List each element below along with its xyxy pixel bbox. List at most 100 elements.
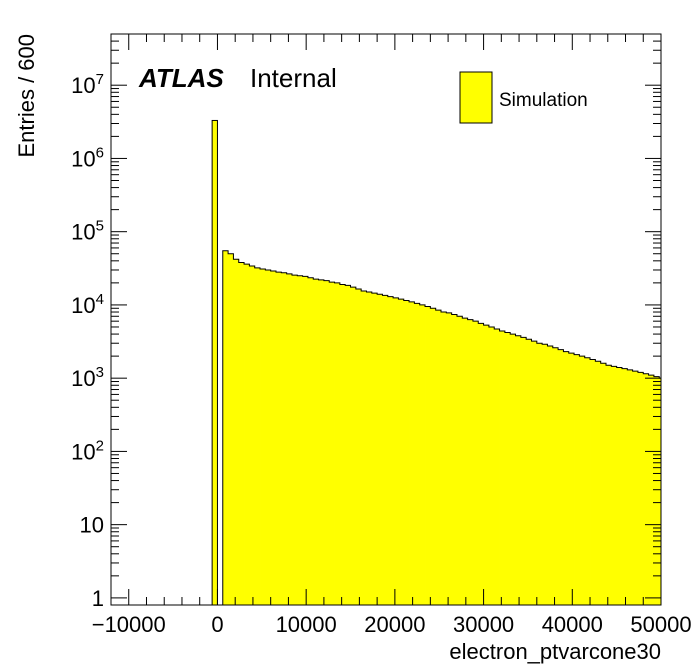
histogram-bar [536, 343, 543, 605]
histogram-bar [659, 378, 662, 605]
histogram-bar [590, 359, 596, 605]
histogram-bar [579, 356, 586, 605]
histogram-bar [558, 349, 564, 605]
histogram-bar [334, 282, 341, 605]
histogram-bar [606, 365, 612, 605]
axis-ticks [110, 33, 662, 605]
histogram-bar [451, 314, 458, 605]
histogram-bar [403, 300, 410, 605]
histogram-bar [595, 361, 602, 605]
histogram-bar [409, 301, 415, 605]
histogram-bar [281, 272, 288, 605]
histogram-bar [488, 326, 495, 605]
histogram-bar [643, 373, 649, 605]
histogram-bar [387, 296, 394, 605]
y-tick-label: 104 [71, 291, 104, 318]
histogram-bar [318, 279, 325, 605]
y-tick-label: 102 [71, 437, 104, 464]
histogram-bar [233, 259, 240, 605]
y-tick-label: 10 [80, 513, 104, 538]
histogram-bar [483, 325, 490, 605]
y-tick-label: 106 [71, 144, 104, 171]
histogram-bar [297, 275, 304, 605]
histogram-bar [494, 328, 500, 605]
histogram-bar [265, 269, 272, 605]
histogram-bar [441, 312, 447, 605]
histogram-bar [637, 372, 644, 605]
legend-entry-simulation: Simulation [499, 90, 588, 111]
histogram-bar-peak [211, 119, 218, 606]
y-tick-label: 103 [71, 364, 104, 391]
histogram-bar [510, 334, 516, 605]
legend-swatch [459, 71, 493, 124]
histogram-bar [238, 262, 245, 605]
y-tick-label: 107 [71, 71, 104, 98]
histogram-bar [355, 288, 362, 605]
histogram-bar [398, 299, 405, 605]
atlas-sublabel: Internal [250, 63, 337, 93]
x-tick-label: 0 [211, 612, 223, 637]
histogram-bar [542, 344, 548, 605]
histogram-bar [276, 272, 282, 605]
histogram-bar [627, 369, 634, 605]
histogram-bar [414, 303, 421, 605]
histogram-bar [302, 276, 309, 605]
histogram-bar [456, 316, 463, 605]
x-tick-label: 20000 [364, 612, 425, 637]
y-axis-title: Entries / 600 [14, 34, 39, 158]
y-tick-label: 1 [92, 586, 104, 611]
histogram-bar [462, 318, 469, 605]
histogram-bar [648, 375, 655, 605]
histogram-bar [552, 347, 559, 605]
histogram-bar [568, 353, 575, 605]
histogram-bar [499, 331, 506, 605]
histogram-bar [419, 304, 426, 605]
histogram-bars [211, 119, 662, 606]
histogram-bar [371, 293, 378, 605]
histogram-bar [329, 282, 335, 605]
histogram-bar [350, 287, 357, 605]
histogram-bar [467, 319, 474, 605]
histogram-bar [611, 366, 618, 605]
histogram-bar [361, 290, 367, 605]
histogram-bar [520, 337, 527, 605]
histogram-bar [425, 306, 431, 605]
histogram-bar [339, 284, 346, 605]
histogram-bar [632, 371, 639, 605]
histogram-bar [345, 285, 351, 605]
histogram-bar [653, 376, 660, 605]
x-axis-title: electron_ptvarcone30 [449, 639, 661, 664]
histogram-bar [446, 312, 453, 605]
x-tick-label: 50000 [630, 612, 691, 637]
histogram-bar [307, 277, 314, 605]
histogram-bar [584, 357, 591, 605]
histogram-bar [531, 341, 538, 605]
histogram-bar [260, 268, 266, 605]
histogram-bar [515, 335, 522, 605]
x-tick-label: 30000 [453, 612, 514, 637]
x-tick-label: −10000 [92, 612, 166, 637]
histogram-bar [472, 321, 479, 605]
atlas-label: ATLAS [138, 63, 224, 93]
histogram-bar [366, 292, 373, 605]
histogram-bar [547, 345, 554, 605]
histogram-bar [393, 297, 399, 605]
histogram-bar [478, 323, 484, 605]
plot-frame [110, 33, 662, 606]
histogram-bar [616, 367, 623, 605]
x-tick-label: 40000 [542, 612, 603, 637]
y-tick-labels: 1 10 102 103 104 105 106 107 [71, 71, 104, 611]
histogram-bar [291, 275, 298, 605]
histogram-bar [377, 294, 383, 605]
histogram-bar [228, 253, 234, 605]
histogram-outline [222, 250, 661, 605]
histogram-bar [323, 280, 330, 605]
x-tick-labels: −10000 0 10000 20000 30000 40000 50000 [92, 612, 692, 637]
histogram-bar [435, 310, 442, 605]
histogram-bar [574, 354, 580, 605]
histogram-bar [621, 368, 628, 605]
histogram-bar [504, 332, 511, 605]
histogram-bar [286, 273, 293, 605]
histogram-bar [249, 265, 256, 605]
